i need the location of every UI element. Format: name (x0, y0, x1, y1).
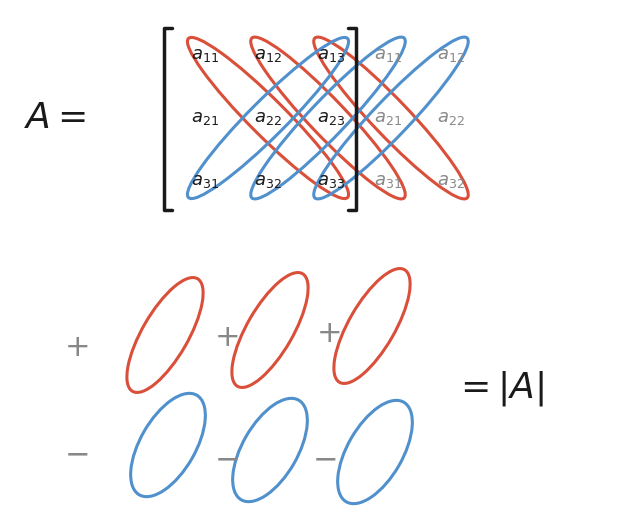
Text: $a_{11}$: $a_{11}$ (374, 46, 402, 64)
Text: $a_{32}$: $a_{32}$ (437, 172, 465, 190)
Text: −: − (216, 446, 240, 474)
Text: +: + (65, 333, 91, 363)
Text: $a_{22}$: $a_{22}$ (437, 109, 465, 127)
Text: $a_{11}$: $a_{11}$ (191, 46, 219, 64)
Text: +: + (215, 323, 241, 352)
Text: $=|A|$: $=|A|$ (452, 368, 543, 408)
Text: $a_{23}$: $a_{23}$ (317, 109, 345, 127)
Text: $a_{12}$: $a_{12}$ (254, 46, 282, 64)
Text: −: − (312, 446, 338, 474)
Text: $a_{22}$: $a_{22}$ (254, 109, 282, 127)
Text: +: + (317, 320, 343, 349)
Text: $a_{21}$: $a_{21}$ (191, 109, 219, 127)
Text: $a_{31}$: $a_{31}$ (191, 172, 219, 190)
Text: $a_{12}$: $a_{12}$ (437, 46, 465, 64)
Text: $a_{21}$: $a_{21}$ (374, 109, 402, 127)
Text: $a_{31}$: $a_{31}$ (374, 172, 402, 190)
Text: $a_{32}$: $a_{32}$ (254, 172, 282, 190)
Text: $a_{13}$: $a_{13}$ (317, 46, 345, 64)
Text: −: − (65, 440, 91, 470)
Text: $a_{33}$: $a_{33}$ (317, 172, 345, 190)
Text: $A=$: $A=$ (24, 101, 86, 135)
